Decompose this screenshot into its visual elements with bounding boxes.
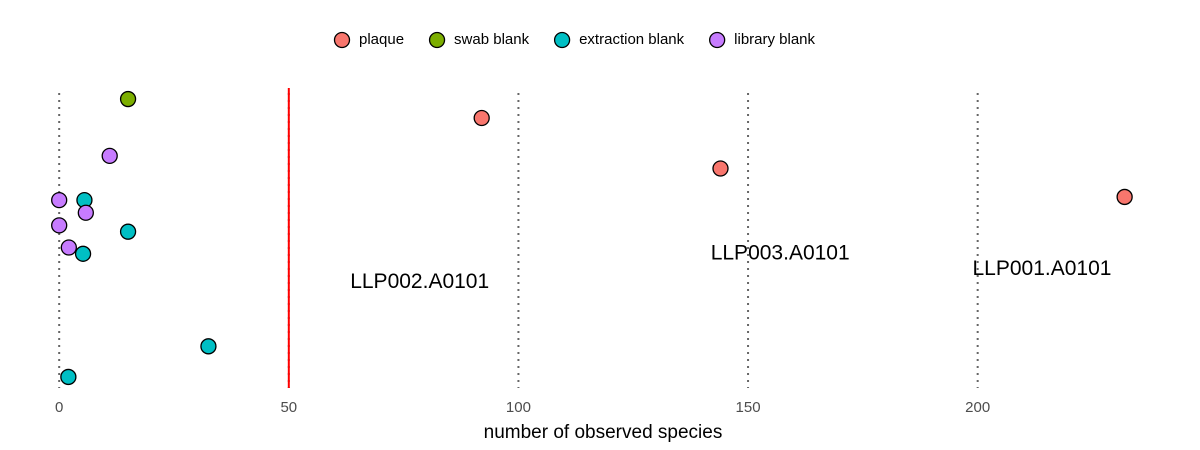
data-point [74,245,92,262]
x-tick-label: 200 [965,399,990,416]
x-tick-label: 50 [280,399,297,416]
data-point [77,204,94,221]
data-point [712,160,729,177]
sample-label: LLP002.A0101 [350,270,489,293]
sample-label: LLP003.A0101 [711,241,850,264]
data-point [60,368,77,386]
data-point [51,217,68,234]
data-point [119,90,137,108]
legend-item: plaque [333,31,404,49]
data-point [101,147,118,165]
data-point [60,239,77,256]
x-axis-ticks: 0 50 100 150 200 [55,399,990,416]
data-point [473,109,490,127]
sample-label: LLP001.A0101 [972,257,1111,280]
x-tick-label: 100 [506,399,531,416]
x-tick-label: 150 [736,399,761,416]
data-point [1116,188,1133,206]
legend: plaque swab blank extraction blank library … [333,31,816,49]
data-point [51,191,68,209]
legend-key [428,31,446,49]
legend-item: extraction blank [553,31,685,49]
legend-key [553,31,571,49]
data-points [51,90,1133,386]
legend-item: library blank [709,31,816,49]
legend-key [709,31,726,49]
data-point [119,223,137,240]
legend-label: extraction blank [579,31,685,48]
x-axis-title: number of observed species [484,422,723,443]
legend-label: library blank [734,31,815,48]
legend-label: plaque [359,31,404,48]
x-tick-label: 0 [55,399,63,416]
data-point [200,338,217,355]
legend-item: swab blank [428,31,530,49]
legend-label: swab blank [454,31,530,48]
legend-key [333,31,351,49]
annotations: LLP002.A0101 LLP003.A0101 LLP001.A0101 [350,241,1111,292]
